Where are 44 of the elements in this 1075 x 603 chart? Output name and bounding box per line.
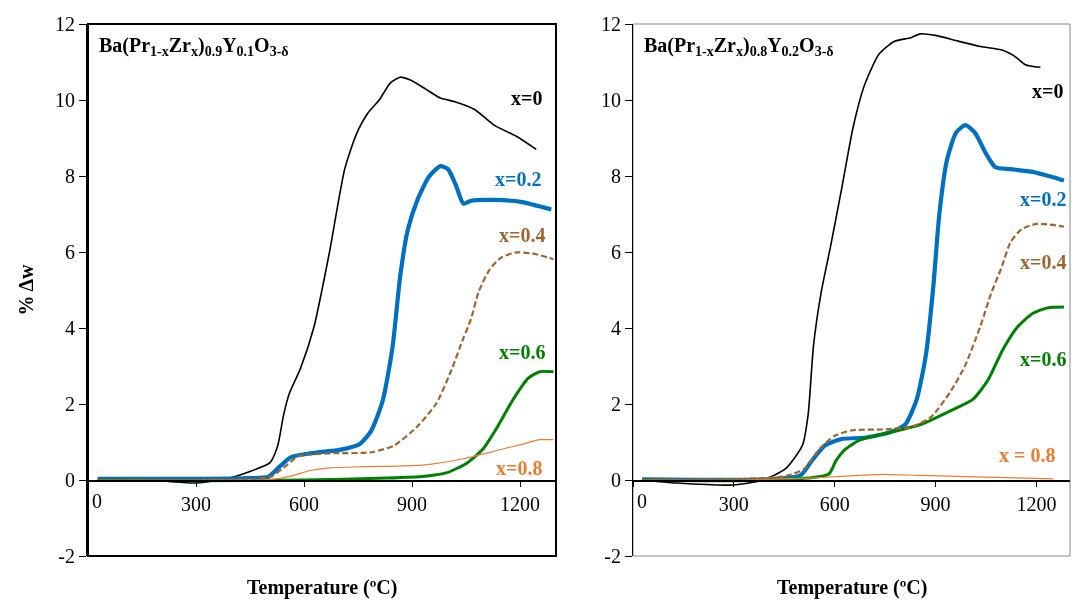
x-tick-label: 1200: [1016, 492, 1057, 515]
y-tick-label: 10: [601, 89, 621, 111]
series-label: x=0.6: [1020, 348, 1067, 370]
series-label: x=0: [1032, 80, 1064, 102]
series-label: x=0.8: [496, 457, 543, 479]
series-label: x = 0.8: [999, 444, 1056, 466]
y-tick-label: 8: [65, 165, 75, 187]
x-axis-title: Temperature (ºC): [777, 576, 928, 599]
y-tick-label: 4: [611, 317, 621, 339]
y-tick-label: 2: [65, 393, 75, 415]
y-tick-label: -2: [58, 545, 75, 567]
x-tick-label: 1200: [500, 492, 540, 515]
series-label: x=0: [511, 87, 543, 109]
series-label: x=0.6: [499, 341, 546, 363]
y-tick-label: 6: [65, 241, 75, 263]
x-tick-label: 300: [718, 492, 749, 515]
y-tick-label: -2: [604, 545, 621, 567]
x-axis-title: Temperature (ºC): [247, 576, 398, 599]
series-label: x=0.2: [495, 168, 542, 190]
x-tick-label: 600: [819, 492, 850, 515]
line-series: [640, 222, 1066, 482]
x-tick-label: 600: [289, 492, 319, 515]
y-tick-label: 6: [611, 241, 621, 263]
x-tick-label: 900: [397, 492, 427, 515]
chart-title: Ba(Pr$_{1-x}$Zr$_{x}$)$_{0.8}$Y$_{0.2}$O$_{3-δ}$: [644, 34, 834, 60]
x-tick-label: 900: [920, 492, 951, 515]
series-label: x=0.4: [1020, 251, 1067, 273]
y-tick-label: 12: [55, 13, 75, 35]
line-series: [96, 251, 555, 482]
series-label: x=0.2: [1020, 188, 1067, 210]
x-tick-label: 0: [637, 490, 647, 512]
chart-title: Ba(Pr$_{1-x}$Zr$_{x}$)$_{0.9}$Y$_{0.1}$O$_{3-δ}$: [99, 34, 289, 60]
y-tick-label: 10: [55, 89, 75, 111]
y-tick-label: 0: [611, 469, 621, 491]
y-tick-label: 4: [65, 317, 75, 339]
y-axis-title: % Δw: [15, 264, 37, 316]
y-tick-label: 0: [65, 469, 75, 491]
y-tick-label: 12: [601, 13, 621, 35]
x-tick-label: 0: [92, 490, 102, 512]
x-tick-label: 300: [181, 492, 211, 515]
y-tick-label: 2: [611, 393, 621, 415]
y-tick-label: 8: [611, 165, 621, 187]
line-series: [95, 164, 554, 482]
series-label: x=0.4: [499, 224, 546, 246]
